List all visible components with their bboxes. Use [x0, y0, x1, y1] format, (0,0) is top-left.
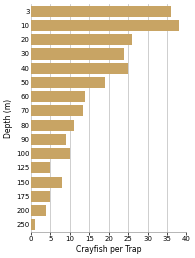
- Bar: [31, 20, 179, 31]
- Bar: [31, 176, 62, 188]
- Bar: [31, 120, 74, 131]
- Bar: [31, 6, 171, 17]
- Bar: [31, 191, 50, 202]
- Bar: [31, 205, 46, 216]
- Bar: [31, 34, 132, 45]
- Bar: [31, 49, 124, 60]
- Bar: [31, 77, 105, 88]
- X-axis label: Crayfish per Trap: Crayfish per Trap: [76, 245, 141, 254]
- Bar: [31, 148, 70, 159]
- Bar: [31, 63, 128, 74]
- Bar: [31, 105, 83, 116]
- Y-axis label: Depth (m): Depth (m): [4, 99, 13, 138]
- Bar: [31, 91, 85, 102]
- Bar: [31, 219, 35, 230]
- Bar: [31, 162, 50, 173]
- Bar: [31, 134, 66, 145]
